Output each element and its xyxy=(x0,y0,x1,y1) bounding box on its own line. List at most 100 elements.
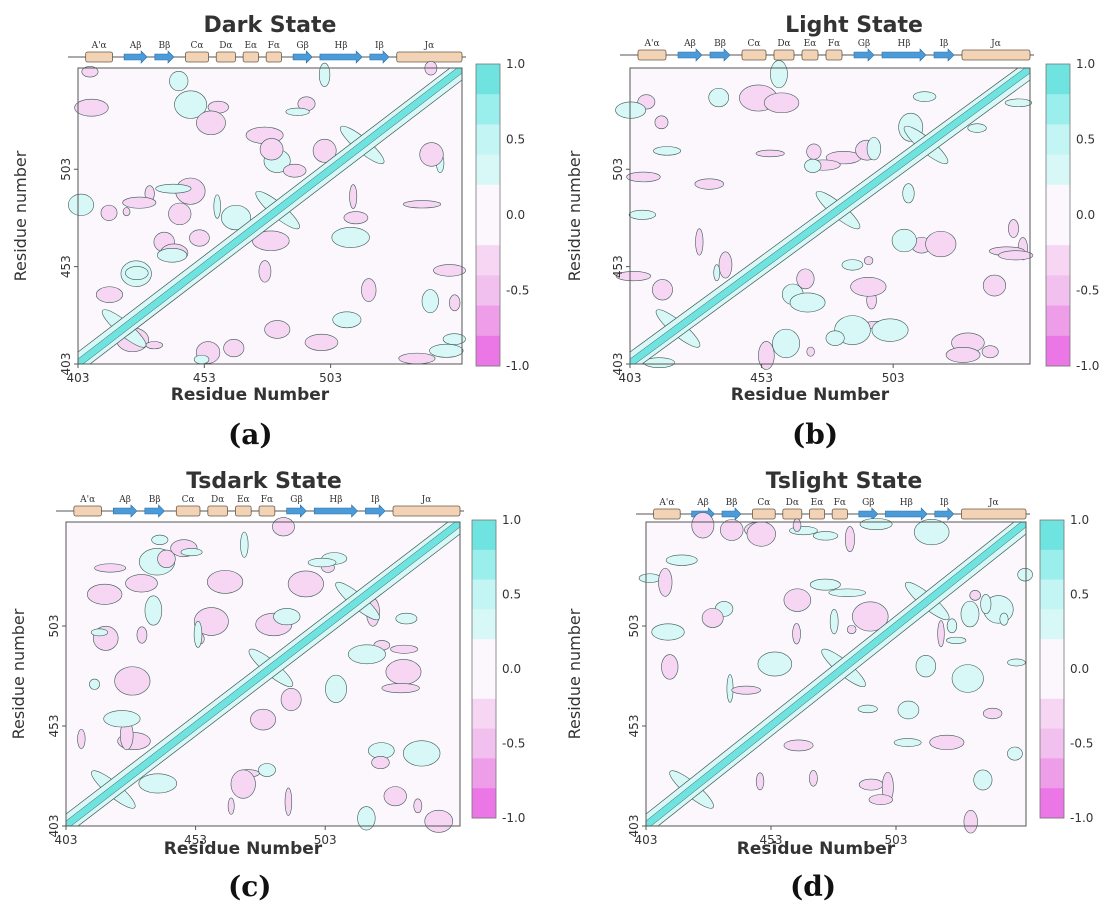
plot-frame xyxy=(77,67,463,365)
anticorrelated-region xyxy=(349,184,358,209)
colorbar-band xyxy=(476,305,500,337)
anticorrelated-region xyxy=(929,734,965,750)
anticorrelated-region xyxy=(969,590,981,601)
x-tick-label: 453 xyxy=(760,833,783,847)
anticorrelated-region xyxy=(136,626,148,644)
strand-arrow xyxy=(881,48,927,62)
colorbar-band xyxy=(1040,788,1064,819)
y-tick-label: 403 xyxy=(59,353,73,376)
anticorrelated-region xyxy=(792,518,802,532)
helix-element xyxy=(773,49,795,61)
ss-label: Gβ xyxy=(296,41,308,51)
anticorrelated-region xyxy=(844,526,855,553)
ss-label: Dα xyxy=(219,41,232,51)
correlated-region xyxy=(421,289,439,314)
ss-label: Fα xyxy=(261,495,273,505)
anticorrelated-region xyxy=(945,347,981,363)
colorbar-tick-label: -0.5 xyxy=(502,737,525,751)
anticorrelated-region xyxy=(207,570,244,594)
anticorrelated-region xyxy=(419,142,444,167)
correlated-region xyxy=(866,137,882,161)
strand-arrow xyxy=(313,504,358,518)
correlated-region xyxy=(859,518,893,530)
colorbar-tick-label: -1.0 xyxy=(1076,359,1099,373)
ss-label: Cα xyxy=(748,39,761,49)
strand-arrow xyxy=(292,50,313,64)
correlated-region xyxy=(829,609,839,635)
x-tick-label: 453 xyxy=(184,833,207,847)
strand-arrow xyxy=(709,48,731,62)
anticorrelated-region xyxy=(661,654,679,680)
strand-arrow xyxy=(154,50,175,64)
anticorrelated-region xyxy=(125,574,158,593)
y-tick-label: 503 xyxy=(59,158,73,181)
anticorrelated-region xyxy=(95,286,123,303)
anticorrelated-region xyxy=(77,729,86,749)
colorbar-band xyxy=(472,698,496,730)
correlated-region xyxy=(967,123,987,133)
ss-label: Cα xyxy=(182,495,195,505)
anticorrelated-region xyxy=(284,787,293,816)
helix-element xyxy=(207,505,228,517)
colorbar-tick-label: 1.0 xyxy=(1070,513,1089,527)
correlated-region xyxy=(946,618,958,634)
ss-label: Aβ xyxy=(683,39,696,49)
colorbar-band xyxy=(1046,275,1070,307)
anticorrelated-region xyxy=(718,251,733,279)
panel-caption: (a) xyxy=(228,418,273,451)
helix-element xyxy=(831,508,848,520)
ss-label: Jα xyxy=(421,495,432,505)
strand-arrow xyxy=(365,504,386,518)
anticorrelated-region xyxy=(223,339,245,358)
correlated-region xyxy=(789,292,826,313)
helix-element xyxy=(637,49,667,61)
correlated-region xyxy=(332,311,362,329)
helix-element xyxy=(782,508,803,520)
anticorrelated-region xyxy=(312,138,337,163)
anticorrelated-region xyxy=(402,200,442,209)
correlated-region xyxy=(812,531,839,541)
y-ticks: 403 453 503 xyxy=(611,158,630,375)
ss-label: A'α xyxy=(658,498,674,508)
correlated-region xyxy=(318,62,331,87)
anticorrelated-region xyxy=(755,149,785,158)
x-tick-label: 453 xyxy=(193,371,216,385)
colorbar-tick-label: 0.0 xyxy=(1076,208,1095,222)
ss-label: Gβ xyxy=(290,495,302,505)
ss-label: Hβ xyxy=(897,39,910,49)
colorbar-band xyxy=(472,788,496,819)
anticorrelated-region xyxy=(81,66,99,78)
correlated-region xyxy=(897,700,920,720)
x-tick-label: 503 xyxy=(319,371,342,385)
panel-c: Tsdark State A'α Aβ Bβ Cα Dα Eα Fα Gβ Hβ Iβ Jα 403… xyxy=(0,456,554,913)
anticorrelated-region xyxy=(746,521,776,547)
strand-arrow xyxy=(144,504,165,518)
ss-label: Jα xyxy=(990,39,1001,49)
colorbar-tick-label: 0.5 xyxy=(1070,588,1089,602)
y-ticks: 403 453 503 xyxy=(59,158,78,376)
correlated-region xyxy=(946,636,967,644)
anticorrelated-region xyxy=(304,333,339,351)
ss-label: Fα xyxy=(828,39,840,49)
panel-d: Tslight State A'α Aβ Bβ Cα Dα Eα Fα Gβ Hβ Iβ Jα 40… xyxy=(554,456,1108,913)
y-axis-label: Residue number xyxy=(11,150,30,281)
y-tick-label: 503 xyxy=(611,158,625,181)
ss-label: Dα xyxy=(777,39,790,49)
colorbar-band xyxy=(1046,94,1070,125)
anticorrelated-region xyxy=(287,570,324,598)
strand-arrow xyxy=(286,504,307,518)
anticorrelated-region xyxy=(230,769,256,799)
anticorrelated-region xyxy=(858,778,884,791)
x-tick-label: 403 xyxy=(55,833,78,847)
y-axis-label: Residue number xyxy=(565,608,584,739)
correlated-region xyxy=(180,548,203,557)
ss-label: A'α xyxy=(79,495,95,505)
ss-label: Bβ xyxy=(158,41,170,51)
correlated-region xyxy=(174,90,208,119)
correlated-region xyxy=(960,600,980,628)
anticorrelated-region xyxy=(1008,219,1019,238)
colorbar: 1.0 0.5 0.0 -0.5 -1.0 xyxy=(1045,57,1099,373)
ss-label: Eα xyxy=(237,495,250,505)
anticorrelated-region xyxy=(792,623,801,645)
ss-label: Jα xyxy=(424,41,435,51)
